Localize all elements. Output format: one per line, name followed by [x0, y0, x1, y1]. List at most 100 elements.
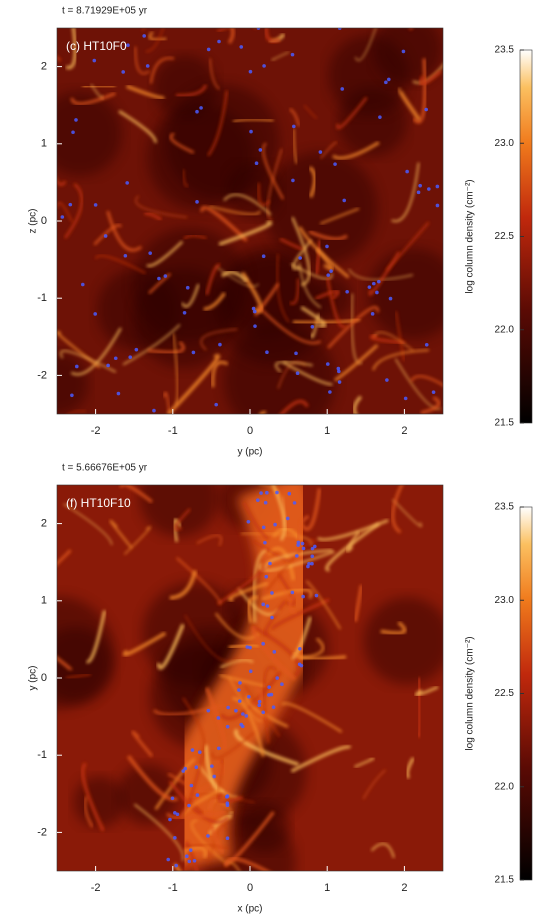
panel-label: (f) HT10F10 [66, 496, 131, 510]
x-tick-label: 2 [401, 425, 407, 437]
sink-particle [375, 290, 379, 295]
sink-particle [378, 115, 382, 119]
filament [271, 598, 330, 631]
sink-particle [285, 516, 290, 521]
sink-particle [326, 273, 331, 277]
sink-particle [241, 712, 245, 716]
filament [414, 685, 439, 697]
x-tick-label: -2 [91, 425, 101, 437]
sink-particle [301, 594, 305, 599]
sink-particle [340, 87, 345, 91]
sink-particle [314, 593, 319, 598]
sink-particle [121, 70, 125, 74]
sink-particle [175, 812, 180, 817]
sink-particle [295, 371, 300, 376]
sink-particle [225, 801, 230, 806]
filament [182, 169, 189, 187]
sink-particle [214, 402, 218, 407]
filament [287, 591, 297, 615]
filament [200, 205, 248, 242]
filament [327, 306, 380, 349]
filament [263, 600, 287, 636]
sink-particle [263, 540, 267, 545]
filament [65, 673, 92, 679]
sink-particle [424, 107, 428, 112]
filament [173, 508, 191, 531]
sink-particle [173, 835, 177, 840]
sink-particle [199, 106, 203, 110]
sink-particle [70, 393, 74, 398]
sink-particle [248, 69, 253, 74]
sink-particle [386, 77, 391, 82]
filament [109, 519, 133, 549]
x-axis-label: x (pc) [238, 904, 263, 915]
filament [211, 731, 255, 759]
sink-particle [142, 34, 146, 38]
colorbar-label: log column density (cm⁻²) [465, 636, 476, 750]
filament [148, 31, 167, 41]
sink-particle [297, 662, 302, 667]
filament [208, 58, 220, 90]
filament [278, 582, 292, 602]
sink-particle [261, 602, 266, 607]
filament [224, 857, 270, 871]
filament [68, 410, 87, 414]
sink-particle [431, 390, 436, 394]
filament [373, 331, 414, 352]
filament [418, 69, 442, 86]
sink-particle [71, 130, 75, 135]
filament [370, 842, 395, 859]
filament [119, 485, 153, 504]
sink-particle [125, 181, 129, 185]
sink-particle [328, 390, 332, 394]
y-tick-label: -1 [37, 749, 47, 761]
sink-particle [403, 396, 408, 401]
sink-particle [198, 750, 202, 755]
filament [166, 353, 221, 414]
filament [264, 549, 333, 570]
sink-particle [270, 591, 274, 595]
filament [314, 239, 322, 275]
sink-particle [206, 834, 210, 838]
sink-particle [292, 501, 297, 505]
sink-particle [290, 52, 295, 57]
x-tick-label: -1 [168, 425, 178, 437]
sink-particle [287, 491, 292, 496]
sink-particle [418, 183, 422, 188]
filament [57, 55, 62, 62]
sink-particle [310, 546, 315, 551]
filament [118, 110, 157, 144]
sink-particle [371, 281, 376, 286]
sink-particle [189, 783, 194, 788]
dark-void [363, 597, 443, 685]
filament [282, 361, 333, 386]
sink-particle [245, 645, 250, 649]
sink-particle [206, 708, 211, 713]
density-map [57, 485, 443, 871]
sink-particle [329, 269, 333, 273]
sink-particle [247, 694, 251, 699]
filament [289, 107, 301, 127]
dark-void [57, 627, 114, 703]
filament [184, 843, 230, 850]
sink-particle [337, 380, 342, 384]
sink-particle [256, 28, 261, 30]
sink-particle [244, 714, 249, 718]
sink-particle [126, 43, 130, 48]
sink-particle [301, 546, 306, 551]
filament [196, 534, 222, 547]
filament [397, 87, 422, 122]
sink-particle [294, 351, 298, 356]
sink-particle [181, 769, 186, 773]
filament [300, 305, 327, 328]
y-tick-label: -2 [37, 369, 47, 381]
sink-particle [370, 312, 375, 316]
filament [200, 328, 238, 351]
sink-particle [345, 289, 349, 294]
sink-particle [310, 561, 314, 566]
filament [181, 283, 200, 308]
sink-particle [261, 525, 266, 530]
sink-particle [206, 47, 211, 52]
sink-particle [216, 716, 221, 720]
